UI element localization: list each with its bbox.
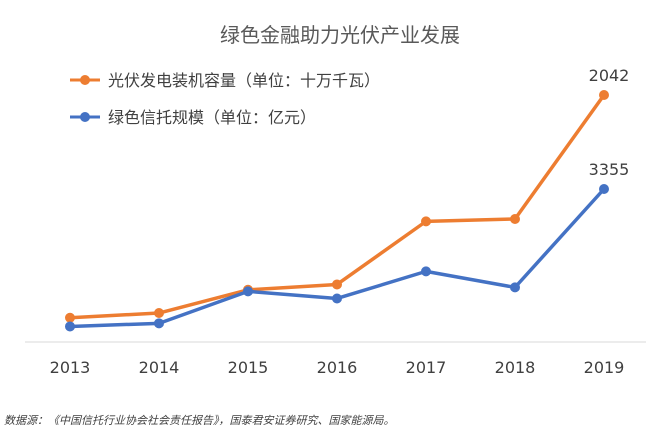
data-point	[599, 90, 609, 100]
legend: 光伏发电装机容量（单位：十万千瓦） 绿色信托规模（单位：亿元）	[70, 71, 380, 127]
data-point	[510, 282, 520, 293]
data-point	[65, 312, 75, 323]
series-line-1	[69, 187, 606, 329]
x-tick-label: 2017	[406, 358, 447, 377]
data-label: 3355	[589, 160, 630, 179]
data-point	[332, 293, 342, 304]
legend-label-orange: 光伏发电装机容量（单位：十万千瓦）	[108, 71, 380, 90]
data-point	[421, 216, 431, 227]
data-point	[65, 321, 75, 332]
data-point	[510, 213, 520, 224]
x-tick-label: 2016	[317, 358, 358, 377]
x-tick-label: 2013	[50, 358, 91, 377]
legend-entry-blue: 绿色信托规模（单位：亿元）	[70, 108, 316, 127]
x-tick-label: 2019	[584, 358, 625, 377]
data-label: 2042	[589, 66, 630, 85]
x-tick-label: 2015	[228, 358, 269, 377]
x-tick-label: 2014	[139, 358, 180, 377]
data-point	[154, 318, 164, 329]
source-note: 数据源：《中国信托行业协会社会责任报告》，国泰君安证券研究、国家能源局。	[4, 414, 395, 427]
x-axis-ticks: 2013 2014 2015 2016 2017 2018 2019	[50, 358, 625, 377]
legend-marker-blue	[80, 112, 90, 122]
plot-area: 2042 3355	[65, 66, 630, 332]
data-point	[243, 286, 253, 297]
data-point	[599, 184, 609, 194]
x-tick-label: 2018	[495, 358, 536, 377]
chart-title: 绿色金融助力光伏产业发展	[220, 23, 460, 47]
legend-marker-orange	[80, 75, 90, 85]
data-point	[421, 266, 431, 277]
data-point	[332, 279, 342, 290]
data-point	[154, 308, 164, 319]
legend-entry-orange: 光伏发电装机容量（单位：十万千瓦）	[70, 71, 380, 90]
legend-label-blue: 绿色信托规模（单位：亿元）	[108, 108, 316, 127]
